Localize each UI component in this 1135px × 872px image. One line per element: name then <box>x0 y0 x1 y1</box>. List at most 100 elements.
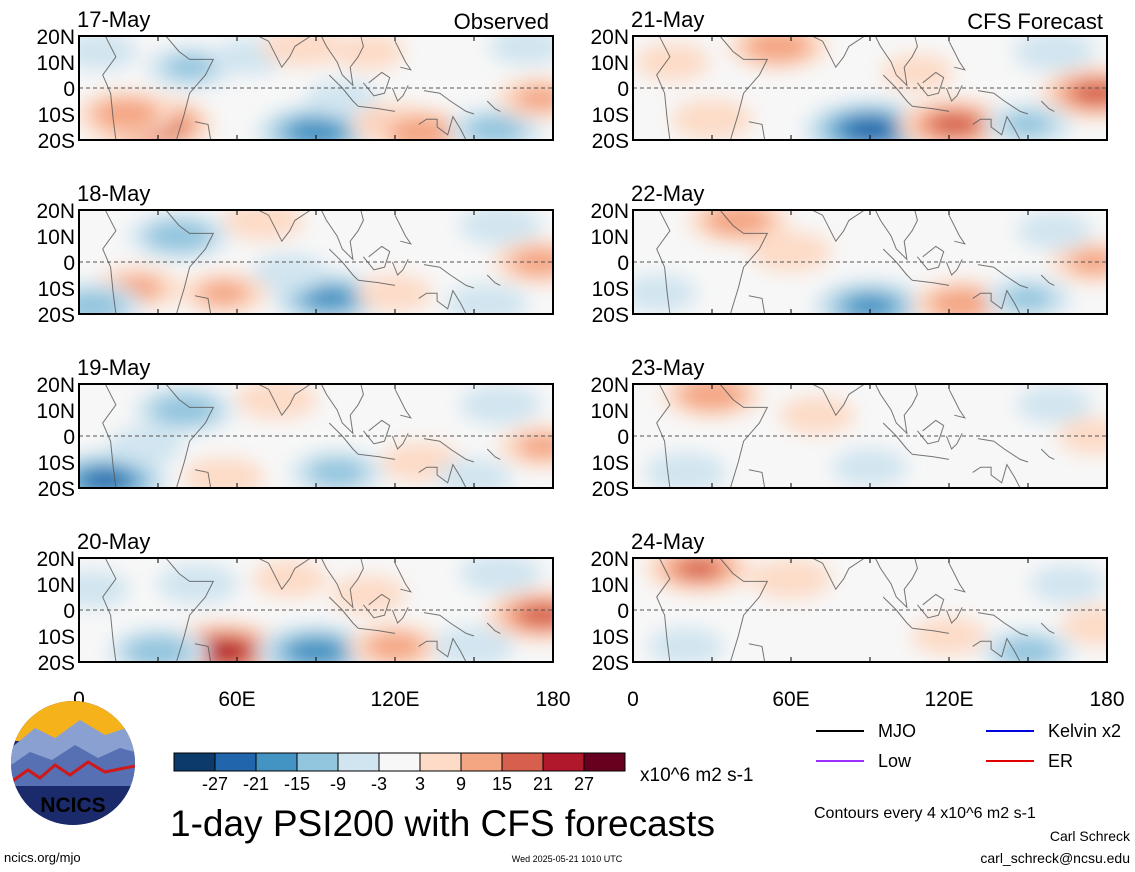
panel-22-May: 20N 10N 0 10S 20S 22-May <box>590 181 1108 327</box>
coast-13 <box>972 463 1021 488</box>
y-tick-label: 20N <box>590 26 629 49</box>
coast-13 <box>972 115 1021 140</box>
logo-text: NCICS <box>40 794 105 817</box>
coastlines <box>656 384 1055 488</box>
colorbar-swatch <box>419 752 462 772</box>
y-tick-label: 10S <box>592 452 629 475</box>
coast-0 <box>656 36 671 140</box>
y-tick-label: 0 <box>63 252 75 275</box>
psi-anomaly-4-0 <box>750 231 832 272</box>
psi-anomaly-3-0 <box>235 384 318 420</box>
panel-21-May: 20N 10N 0 10S 20S 21-May CFS Forecast <box>590 7 1108 153</box>
chart-title: 1-day PSI200 with CFS forecasts <box>170 803 715 844</box>
psi-anomaly-6-0 <box>459 210 542 246</box>
coast-10 <box>945 85 963 102</box>
x-tick-label: 180 <box>535 688 570 711</box>
coastlines <box>102 36 501 140</box>
psi-anomaly-3-0 <box>1016 385 1092 425</box>
y-tick-label: 0 <box>63 78 75 101</box>
coast-2 <box>194 121 212 140</box>
coast-6 <box>882 74 913 107</box>
coast-9 <box>394 40 412 71</box>
coast-2 <box>194 643 212 662</box>
psi-anomaly-0-1 <box>150 394 218 426</box>
coast-1 <box>165 558 215 662</box>
psi-anomaly-0-1 <box>744 36 812 63</box>
coast-2 <box>748 295 766 314</box>
panel-date: 19-May <box>77 355 150 380</box>
psi-anomaly-2-2 <box>928 112 981 137</box>
coast-11 <box>423 90 475 115</box>
psi-field <box>79 36 553 140</box>
y-tick-label: 10N <box>590 400 629 423</box>
coastlines <box>656 210 1055 314</box>
psi-anomaly-5-0 <box>306 79 379 118</box>
y-tick-label: 10S <box>38 452 75 475</box>
coast-9 <box>948 562 966 593</box>
psi-anomaly-10-1 <box>198 280 249 306</box>
colorbar-swatch <box>173 752 216 772</box>
coast-13 <box>972 637 1021 662</box>
coast-0 <box>102 558 117 662</box>
y-tick-label: 20S <box>592 652 629 675</box>
y-tick-label: 10S <box>592 104 629 127</box>
psi-anomaly-3-2 <box>286 638 346 662</box>
y-tick-label: 20N <box>36 26 75 49</box>
y-tick-label: 20S <box>592 304 629 327</box>
coast-0 <box>102 36 117 140</box>
psi-anomaly-4-2 <box>303 286 355 311</box>
x-tick-label: 0 <box>73 688 85 711</box>
coast-7 <box>917 419 945 445</box>
psi-anomaly-3-2 <box>1070 81 1107 105</box>
psi-anomaly-3-0 <box>1029 564 1106 604</box>
psi-anomaly-8-0 <box>183 457 265 488</box>
psi-anomaly-1-3 <box>846 119 894 140</box>
psi-anomaly-8-1 <box>387 116 455 140</box>
psi-anomaly-4-2 <box>286 118 346 140</box>
coast-8 <box>358 279 396 286</box>
y-tick-label: 20N <box>36 548 75 571</box>
coast-4 <box>257 36 311 69</box>
y-tick-label: 0 <box>617 252 629 275</box>
coast-1 <box>165 384 215 488</box>
psi-anomaly-6-0 <box>1013 36 1096 72</box>
coast-9 <box>394 562 412 593</box>
y-tick-label: 0 <box>617 78 629 101</box>
colorbar-swatch <box>378 752 421 772</box>
y-tick-label: 10S <box>592 278 629 301</box>
coast-14 <box>1040 100 1055 112</box>
psi-anomaly-2-1 <box>164 54 215 80</box>
site-link[interactable]: ncics.org/mjo <box>4 850 81 865</box>
coast-5 <box>874 558 918 609</box>
colorbar-tick-label: 21 <box>533 774 553 794</box>
psi-anomaly-8-0 <box>881 53 954 92</box>
coast-0 <box>656 210 671 314</box>
coast-11 <box>977 438 1029 463</box>
psi-anomaly-1-3 <box>85 471 125 488</box>
coastlines <box>102 384 501 488</box>
coast-13 <box>972 289 1021 314</box>
y-tick-label: 20S <box>592 130 629 153</box>
y-tick-label: 0 <box>63 426 75 449</box>
panel-18-May: 20N 10N 0 10S 20S 18-May <box>36 181 554 327</box>
author-email: carl_schreck@ncsu.edu <box>980 850 1130 866</box>
y-tick-label: 10S <box>38 278 75 301</box>
psi-anomaly-7-0 <box>459 558 542 594</box>
psi-anomaly-7-1 <box>510 247 553 277</box>
psi-anomaly-4-1 <box>307 458 367 487</box>
psi-field <box>79 384 553 488</box>
psi-anomaly-1-0 <box>832 447 908 487</box>
psi-anomaly-9-0 <box>446 283 528 314</box>
coast-1 <box>719 36 769 140</box>
psi-anomaly-3-1 <box>1068 249 1107 275</box>
coast-8 <box>358 453 396 460</box>
coast-4 <box>811 384 865 417</box>
coast-7 <box>363 71 391 97</box>
colorbar-tick-label: 9 <box>456 774 466 794</box>
y-tick-label: 20S <box>38 652 75 675</box>
psi-anomaly-12-0 <box>332 36 405 71</box>
coast-10 <box>391 607 409 624</box>
psi-anomaly-5-0 <box>1060 605 1107 646</box>
coast-2 <box>748 121 766 140</box>
